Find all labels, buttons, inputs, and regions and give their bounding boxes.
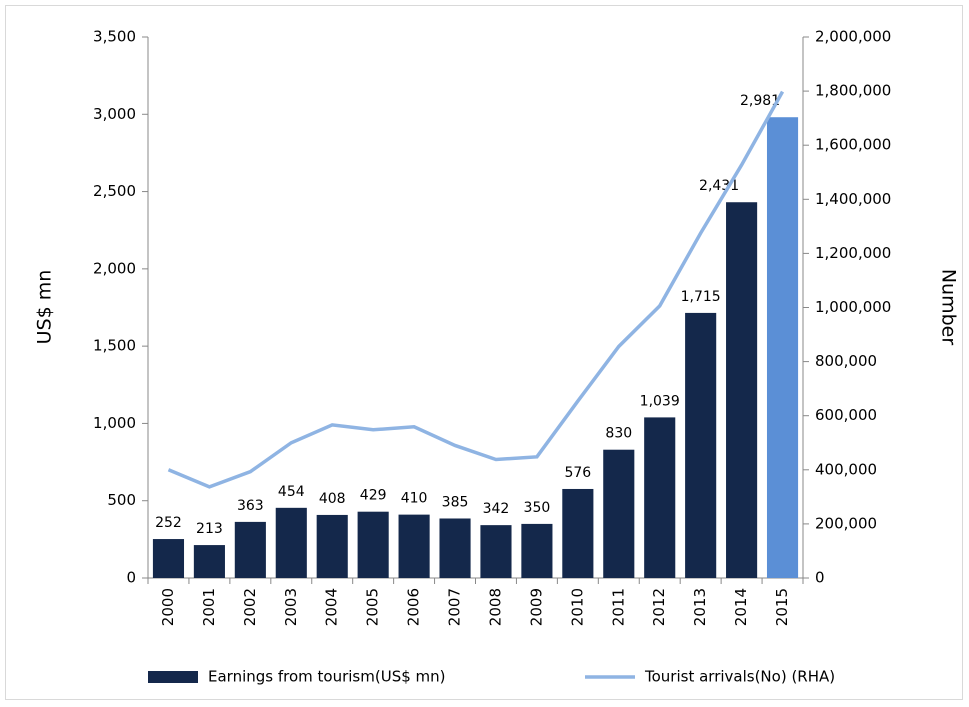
y2-tick-label: 1,800,000 (815, 82, 891, 100)
x-tick-label: 2005 (364, 588, 382, 626)
y-tick-label: 1,500 (93, 337, 136, 355)
bar-value-label: 252 (155, 515, 182, 531)
x-tick-label: 2004 (323, 588, 341, 626)
x-tick-label: 2012 (650, 588, 668, 626)
bar (193, 545, 225, 578)
bar-value-label: 385 (442, 494, 469, 510)
bar (685, 312, 717, 578)
line (167, 90, 785, 489)
bar (562, 488, 594, 578)
x-tick-label: 2007 (446, 588, 464, 626)
x-tick-label: 2001 (200, 588, 218, 626)
bar (398, 514, 430, 578)
y2-tick-label: 1,400,000 (815, 190, 891, 208)
x-tick-label: 2006 (405, 588, 423, 626)
y-axis-title: US$ mn (34, 270, 56, 345)
bar-value-label: 350 (524, 500, 551, 516)
bar-value-label: 2,431 (699, 178, 739, 194)
y2-tick-label: 2,000,000 (815, 28, 891, 46)
y2-tick-label: 1,000,000 (815, 298, 891, 316)
bar-value-label: 213 (196, 521, 223, 537)
bar-value-label: 1,039 (640, 393, 680, 409)
y-tick-label: 500 (107, 491, 136, 509)
bar-value-label: 576 (564, 465, 591, 481)
bar (234, 521, 266, 578)
bar (275, 507, 307, 578)
y2-tick-label: 200,000 (815, 514, 877, 532)
y-tick-label: 0 (126, 569, 136, 587)
bar (480, 525, 512, 578)
bar-value-label: 830 (605, 426, 632, 442)
x-tick-label: 2009 (527, 588, 545, 626)
x-tick-label: 2013 (691, 588, 709, 626)
x-tick-label: 2014 (732, 588, 750, 626)
y2-axis-title: Number (938, 269, 960, 346)
y-tick-label: 2,500 (93, 182, 136, 200)
bar (439, 518, 471, 578)
bar (644, 417, 676, 578)
x-tick-label: 2015 (773, 588, 791, 626)
bar (603, 449, 635, 578)
y-tick-label: 3,000 (93, 105, 136, 123)
bar (357, 511, 389, 578)
bar-value-label: 1,715 (681, 289, 721, 305)
y-tick-label: 2,000 (93, 259, 136, 277)
bar-value-label: 454 (278, 484, 305, 500)
y-tick-label: 3,500 (93, 28, 136, 46)
y2-tick-label: 0 (815, 569, 825, 587)
bar (152, 539, 185, 578)
chart-frame (5, 5, 963, 700)
x-tick-label: 2003 (282, 588, 300, 626)
y2-tick-label: 600,000 (815, 406, 877, 424)
bar-value-label: 410 (401, 491, 428, 507)
bar (316, 514, 348, 578)
bar (726, 202, 758, 578)
x-tick-label: 2011 (609, 588, 627, 626)
bar (521, 523, 553, 578)
bar-value-label: 408 (319, 491, 346, 507)
y2-tick-label: 1,600,000 (815, 136, 891, 154)
y-tick-label: 1,000 (93, 414, 136, 432)
legend-swatch (148, 671, 198, 683)
legend-label: Tourist arrivals(No) (RHA) (644, 668, 835, 686)
x-tick-label: 2010 (568, 588, 586, 626)
x-tick-label: 2008 (486, 588, 504, 626)
x-tick-label: 2002 (241, 588, 259, 626)
bar-value-label: 363 (237, 498, 264, 514)
y2-tick-label: 400,000 (815, 460, 877, 478)
x-tick-label: 2000 (159, 588, 177, 626)
y2-tick-label: 1,200,000 (815, 244, 891, 262)
bar-value-label: 2,981 (740, 93, 780, 109)
bar-value-label: 429 (360, 488, 387, 504)
legend-label: Earnings from tourism(US$ mn) (208, 668, 446, 686)
bar-value-label: 342 (483, 501, 510, 517)
y2-tick-label: 800,000 (815, 352, 877, 370)
bar (766, 117, 799, 579)
